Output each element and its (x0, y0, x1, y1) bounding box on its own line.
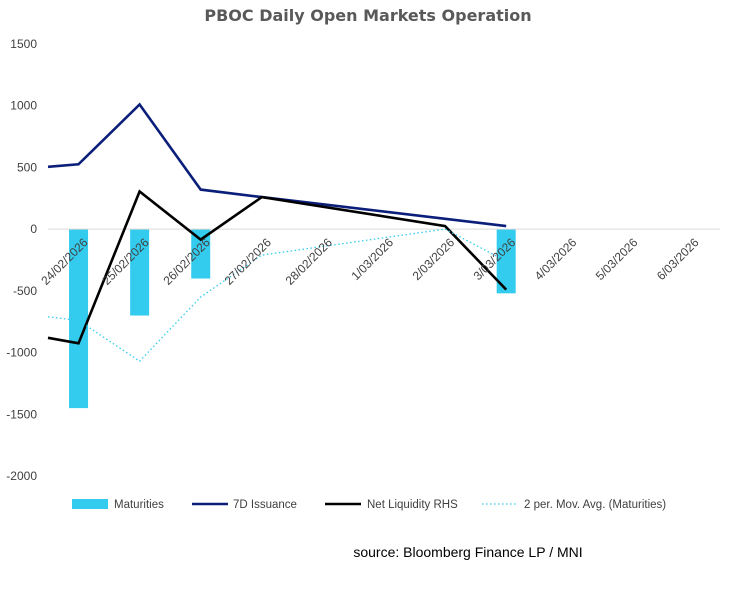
bar-maturities (69, 229, 89, 409)
chart-title: PBOC Daily Open Markets Operation (204, 6, 531, 25)
y-tick-label: -500 (13, 284, 37, 298)
y-tick-label: 1000 (10, 99, 37, 113)
bar-maturities (130, 229, 150, 316)
y-tick-label: -1000 (6, 346, 37, 360)
series-lines (47, 102, 508, 363)
source-note: source: Bloomberg Finance LP / MNI (353, 544, 582, 560)
x-tick-label: 6/03/2026 (654, 235, 702, 283)
legend: Maturities 7D Issuance Net Liquidity RHS 2 … (72, 499, 666, 511)
legend-label-maturities: Maturities (114, 499, 164, 511)
legend-swatch-maturities (72, 499, 108, 509)
bar-maturities (191, 229, 211, 279)
x-tick-label: 28/02/2026 (283, 235, 336, 288)
x-tick-label: 27/02/2026 (222, 235, 275, 288)
x-tick-label: 1/03/2026 (348, 235, 396, 283)
line-2-per-mov-avg-maturities (47, 228, 507, 363)
y-tick-label: -2000 (6, 469, 37, 483)
x-tick-label: 2/03/2026 (410, 235, 458, 283)
x-tick-label: 5/03/2026 (593, 235, 641, 283)
line-7d-issuance (47, 102, 507, 228)
y-tick-label: 500 (17, 160, 37, 174)
legend-label-net-liquidity-rhs: Net Liquidity RHS (367, 499, 458, 511)
y-tick-label: 1500 (10, 37, 37, 51)
y-tick-label: 0 (30, 222, 37, 236)
line-net-liquidity-rhs (47, 189, 508, 345)
legend-label-2-per-mov-avg-maturities: 2 per. Mov. Avg. (Maturities) (524, 499, 666, 511)
y-tick-label: -1500 (6, 407, 37, 421)
x-tick-label: 4/03/2026 (532, 235, 580, 283)
y-axis-ticks: 1500 1000 500 0 -500 -1000 -1500 -2000 (6, 37, 37, 483)
legend-label-7d-issuance: 7D Issuance (233, 499, 297, 511)
